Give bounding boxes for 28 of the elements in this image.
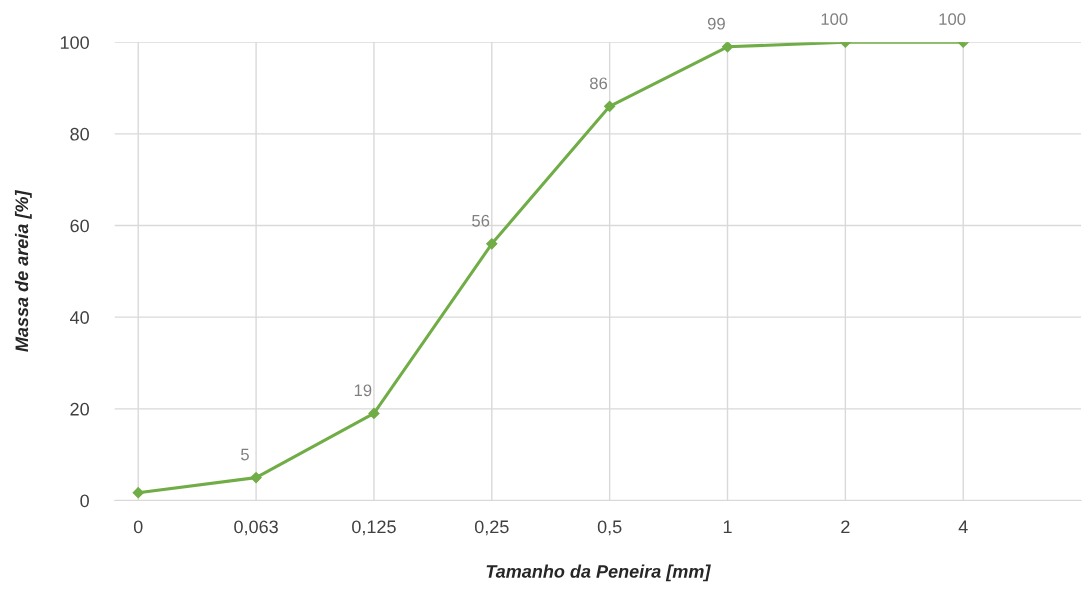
point xyxy=(368,407,380,420)
text: 5 xyxy=(241,448,249,461)
text: 56 xyxy=(472,214,490,227)
y-axis-title: Massa de areia [%] xyxy=(14,190,32,352)
x-tick-label: 1 xyxy=(723,520,732,534)
point xyxy=(132,487,144,499)
y-tick-label: 20 xyxy=(70,402,89,416)
text: 86 xyxy=(590,77,608,90)
x-tick-label: 2 xyxy=(841,520,850,534)
y-tick-label: 80 xyxy=(70,127,89,141)
x-axis-title: Tamanho da Peneira [mm] xyxy=(486,564,711,582)
y-tick-label: 60 xyxy=(70,219,89,233)
text: 99 xyxy=(707,17,725,30)
point xyxy=(604,100,616,112)
x-tick-label: 0,25 xyxy=(474,520,509,536)
x-tick-label: 0,5 xyxy=(597,520,622,536)
x-tick-label: 0,125 xyxy=(352,520,396,536)
text: 19 xyxy=(354,384,372,397)
x-tick-label: 0 xyxy=(133,520,143,534)
y-tick-label: 40 xyxy=(69,311,89,324)
text: 100 xyxy=(939,13,966,26)
x-tick-label: 0,063 xyxy=(234,520,278,536)
y-tick-label: 100 xyxy=(60,36,89,49)
y-tick-label: 0 xyxy=(80,494,89,508)
point xyxy=(250,471,262,484)
point xyxy=(486,238,498,250)
text: 100 xyxy=(821,13,848,26)
x-tick-label: 4 xyxy=(958,520,968,534)
